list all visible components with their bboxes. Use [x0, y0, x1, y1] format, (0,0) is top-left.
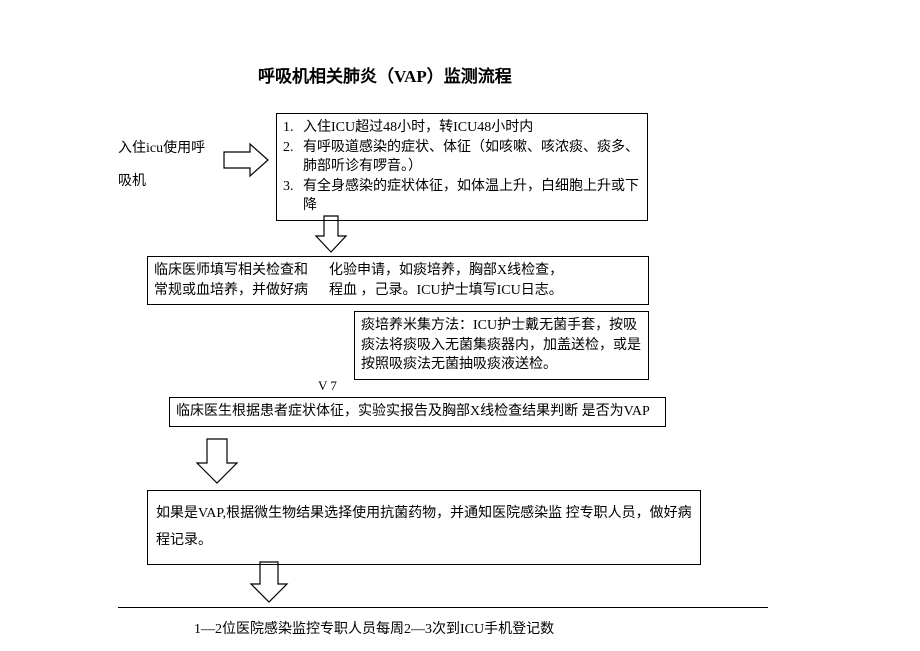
step5-text: 1—2位医院感染监控专职人员每周2—3次到ICU手机登记数: [194, 620, 554, 640]
arrow-down-1: [314, 214, 348, 254]
criteria-3: 有全身感染的症状体征，如体温上升，白细胞上升或下降: [303, 177, 641, 216]
step2-left-1: 临床医师填写相关检查和: [154, 261, 329, 281]
step3-box: 临床医生根据患者症状体征，实验实报告及胸部X线检查结果判断 是否为VAP: [169, 397, 666, 427]
criteria-box: 1.入住ICU超过48小时，转ICU48小时内 2.有呼吸道感染的症状、体征（如…: [276, 113, 648, 221]
step2-box: 临床医师填写相关检查和 常规或血培养，并做好病 化验申请，如痰培养，胸部X线检查…: [147, 256, 649, 305]
bottom-rule: [118, 607, 768, 608]
arrow-down-4: [249, 560, 289, 604]
start-label-2: 吸机: [118, 172, 146, 192]
step4-text: 如果是VAP,根据微生物结果选择使用抗菌药物，并通知医院感染监 控专职人员，做好…: [156, 506, 692, 548]
step3-text: 临床医生根据患者症状体征，实验实报告及胸部X线检查结果判断 是否为VAP: [176, 404, 650, 419]
sputum-note-box: 痰培养米集方法：ICU护士戴无菌手套，按吸痰法将痰吸入无菌集痰器内，加盖送检，或…: [354, 311, 649, 380]
arrow-down-3: [195, 437, 239, 485]
page-title: 呼吸机相关肺炎（VAP）监测流程: [258, 62, 512, 87]
step4-box: 如果是VAP,根据微生物结果选择使用抗菌药物，并通知医院感染监 控专职人员，做好…: [147, 490, 701, 565]
step2-left-2: 常规或血培养，并做好病: [154, 281, 329, 301]
sputum-note-text: 痰培养米集方法：ICU护士戴无菌手套，按吸痰法将痰吸入无菌集痰器内，加盖送检，或…: [361, 318, 641, 372]
arrow-right-1: [222, 140, 272, 180]
step2-right-2: 程血 ，己录。ICU护士填写ICU日志。: [329, 281, 642, 301]
criteria-2: 有呼吸道感染的症状、体征（如咳嗽、咳浓痰、痰多、肺部听诊有啰音。）: [303, 138, 641, 177]
v7-label: V 7: [318, 377, 337, 395]
start-label-1: 入住icu使用呼: [118, 139, 205, 159]
criteria-1: 入住ICU超过48小时，转ICU48小时内: [303, 118, 533, 138]
step2-right-1: 化验申请，如痰培养，胸部X线检查，: [329, 261, 642, 281]
